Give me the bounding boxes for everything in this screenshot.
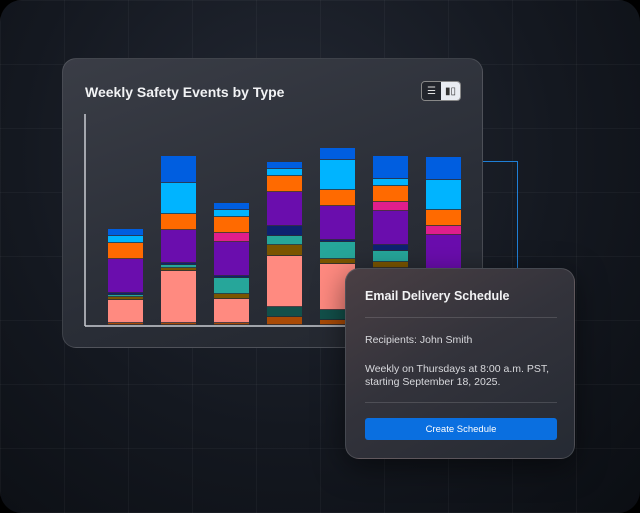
bar-segment — [267, 176, 302, 192]
bar-segment — [267, 245, 302, 256]
bar-segment — [373, 251, 408, 262]
bar-segment — [108, 300, 143, 323]
bar-segment — [373, 156, 408, 179]
bar-segment — [108, 297, 143, 300]
bar-segment — [161, 265, 196, 268]
bar-segment — [426, 210, 461, 226]
list-view-icon[interactable]: ☰ — [422, 82, 441, 100]
bar-segment — [426, 180, 461, 210]
recipients-text: Recipients: John Smith — [365, 334, 473, 346]
bar-segment — [373, 186, 408, 202]
create-schedule-button[interactable]: Create Schedule — [365, 418, 557, 440]
bar-segment — [373, 202, 408, 211]
bar-segment — [267, 317, 302, 325]
bar-segment — [426, 235, 461, 269]
bar-segment — [214, 323, 249, 325]
chart-title: Weekly Safety Events by Type — [85, 84, 285, 100]
divider — [365, 402, 557, 403]
bar-segment — [161, 183, 196, 214]
bar-segment — [161, 323, 196, 325]
bar-segment — [320, 259, 355, 264]
bar-segment — [267, 256, 302, 307]
bar-segment — [161, 271, 196, 323]
bar-segment — [214, 299, 249, 323]
bar-chart-icon[interactable]: ▮▯ — [441, 82, 460, 100]
bar-segment — [373, 179, 408, 186]
bar-segment — [214, 278, 249, 294]
bar-segment — [161, 263, 196, 265]
bar-segment — [320, 160, 355, 190]
bar-segment — [214, 294, 249, 299]
bar-segment — [214, 217, 249, 233]
bar-segment — [426, 157, 461, 180]
bar-segment — [108, 243, 143, 259]
bar-segment — [267, 162, 302, 169]
bar-segment — [320, 206, 355, 240]
bar-segment — [267, 169, 302, 176]
bar-segment — [267, 226, 302, 236]
email-card-title: Email Delivery Schedule — [365, 289, 510, 303]
bar-segment — [320, 148, 355, 160]
bar-segment — [108, 293, 143, 295]
bar-segment — [214, 203, 249, 210]
bar-segment — [320, 240, 355, 242]
bar-segment — [214, 276, 249, 278]
bar-segment — [161, 268, 196, 271]
bar-segment — [161, 214, 196, 230]
bar-segment — [108, 236, 143, 243]
bar-segment — [373, 245, 408, 251]
connector-line — [483, 161, 518, 268]
bar-segment — [320, 310, 355, 320]
bar-segment — [108, 259, 143, 293]
view-toggle[interactable]: ☰ ▮▯ — [421, 81, 461, 101]
bar-segment — [373, 211, 408, 245]
bar-segment — [214, 233, 249, 242]
bar-segment — [108, 323, 143, 325]
divider — [365, 317, 557, 318]
bar-segment — [161, 156, 196, 183]
bar-segment — [267, 192, 302, 226]
schedule-line-1: Weekly on Thursdays at 8:00 a.m. PST, — [365, 363, 550, 375]
schedule-line-2: starting September 18, 2025. — [365, 376, 501, 388]
bar-segment — [108, 229, 143, 236]
bar-segment — [108, 295, 143, 297]
bar-segment — [214, 242, 249, 276]
bar-segment — [267, 307, 302, 317]
bar-segment — [373, 262, 408, 268]
bar-segment — [214, 210, 249, 217]
bar-segment — [161, 230, 196, 263]
bar-segment — [426, 226, 461, 235]
bar-segment — [320, 320, 355, 325]
bar-segment — [320, 190, 355, 206]
email-delivery-card: Email Delivery Schedule Recipients: John… — [345, 268, 575, 459]
bar-segment — [267, 236, 302, 245]
bar-segment — [320, 242, 355, 259]
